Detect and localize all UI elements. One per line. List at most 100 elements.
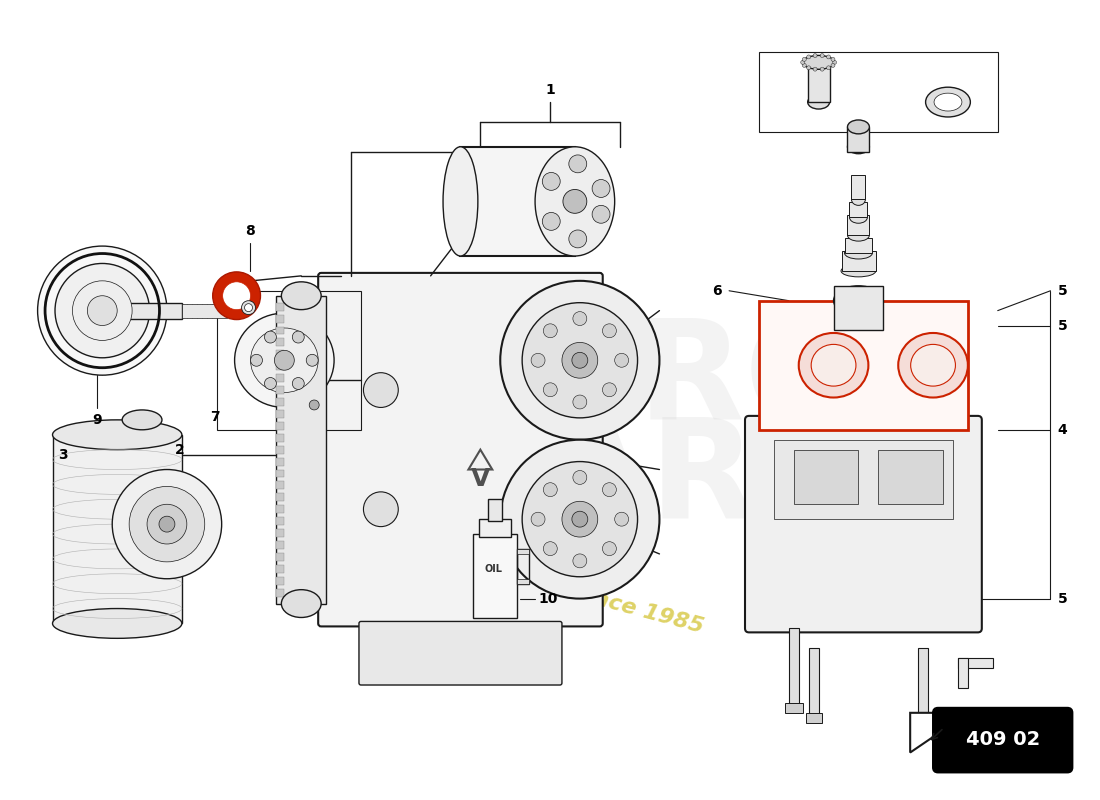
Circle shape: [603, 383, 616, 397]
Bar: [276, 338, 284, 346]
Text: 9: 9: [92, 413, 102, 427]
Text: 7: 7: [210, 410, 220, 424]
Ellipse shape: [234, 313, 334, 407]
Bar: [276, 541, 284, 549]
Circle shape: [293, 378, 305, 390]
Bar: [480, 519, 512, 537]
Circle shape: [802, 63, 806, 67]
Bar: [276, 470, 284, 478]
Bar: [276, 529, 284, 537]
Ellipse shape: [55, 263, 150, 358]
Circle shape: [573, 395, 586, 409]
Circle shape: [573, 554, 586, 568]
Circle shape: [306, 354, 318, 366]
Text: V: V: [471, 467, 490, 491]
Text: 5: 5: [1057, 284, 1067, 298]
Circle shape: [833, 60, 836, 64]
Circle shape: [592, 206, 611, 223]
Circle shape: [572, 352, 587, 368]
Text: OIL: OIL: [484, 564, 503, 574]
Text: 10: 10: [538, 592, 558, 606]
Ellipse shape: [803, 55, 835, 70]
Text: PARTS: PARTS: [453, 412, 945, 547]
Text: 1: 1: [546, 83, 554, 97]
Circle shape: [562, 502, 597, 537]
Bar: [807, 62, 829, 102]
Circle shape: [264, 331, 276, 343]
Ellipse shape: [845, 247, 872, 259]
Circle shape: [147, 504, 187, 544]
Circle shape: [309, 400, 319, 410]
Bar: [102, 302, 182, 318]
Bar: [276, 296, 326, 603]
Circle shape: [264, 378, 276, 390]
Text: 8: 8: [244, 224, 254, 238]
Ellipse shape: [363, 373, 398, 407]
Ellipse shape: [73, 281, 132, 341]
Ellipse shape: [443, 146, 477, 256]
Circle shape: [806, 66, 811, 70]
Bar: [276, 410, 284, 418]
Bar: [517, 578, 529, 584]
Ellipse shape: [799, 333, 868, 398]
FancyBboxPatch shape: [745, 416, 982, 632]
Circle shape: [129, 486, 205, 562]
Circle shape: [821, 67, 824, 71]
Bar: [784, 703, 803, 713]
Circle shape: [522, 302, 638, 418]
Ellipse shape: [911, 344, 956, 386]
Ellipse shape: [242, 301, 255, 314]
Ellipse shape: [807, 95, 829, 109]
Circle shape: [573, 470, 586, 485]
Circle shape: [569, 155, 586, 173]
Bar: [217, 290, 361, 430]
Text: 3: 3: [57, 448, 67, 462]
Text: 409 02: 409 02: [966, 730, 1040, 749]
Ellipse shape: [842, 265, 876, 277]
Circle shape: [801, 60, 805, 64]
Circle shape: [806, 55, 811, 59]
Circle shape: [251, 354, 263, 366]
Ellipse shape: [87, 296, 118, 326]
Circle shape: [821, 54, 824, 58]
Bar: [805, 713, 822, 722]
Bar: [276, 577, 284, 585]
Bar: [276, 362, 284, 370]
Bar: [276, 434, 284, 442]
Circle shape: [543, 482, 558, 497]
Bar: [808, 648, 818, 718]
Polygon shape: [910, 713, 954, 753]
Ellipse shape: [934, 93, 961, 111]
Circle shape: [603, 482, 616, 497]
Bar: [958, 658, 968, 688]
Bar: [276, 422, 284, 430]
Bar: [759, 53, 998, 132]
Circle shape: [603, 324, 616, 338]
Ellipse shape: [847, 120, 869, 134]
Bar: [918, 648, 928, 718]
Ellipse shape: [212, 272, 261, 319]
Bar: [473, 534, 517, 618]
Circle shape: [813, 54, 817, 58]
Circle shape: [542, 173, 560, 190]
Circle shape: [500, 281, 659, 440]
Circle shape: [563, 190, 586, 214]
Ellipse shape: [53, 420, 182, 450]
Text: EUROB: EUROB: [430, 313, 968, 448]
Ellipse shape: [847, 229, 869, 241]
Bar: [276, 326, 284, 334]
Circle shape: [592, 179, 611, 198]
Bar: [53, 434, 182, 623]
Ellipse shape: [899, 333, 968, 398]
Circle shape: [826, 66, 830, 70]
Ellipse shape: [251, 328, 318, 393]
Circle shape: [543, 383, 558, 397]
Ellipse shape: [847, 140, 869, 154]
Bar: [517, 549, 529, 554]
Circle shape: [572, 511, 587, 527]
Ellipse shape: [834, 286, 883, 315]
Bar: [517, 549, 529, 584]
Ellipse shape: [244, 304, 253, 312]
Bar: [276, 494, 284, 502]
Circle shape: [813, 67, 817, 71]
